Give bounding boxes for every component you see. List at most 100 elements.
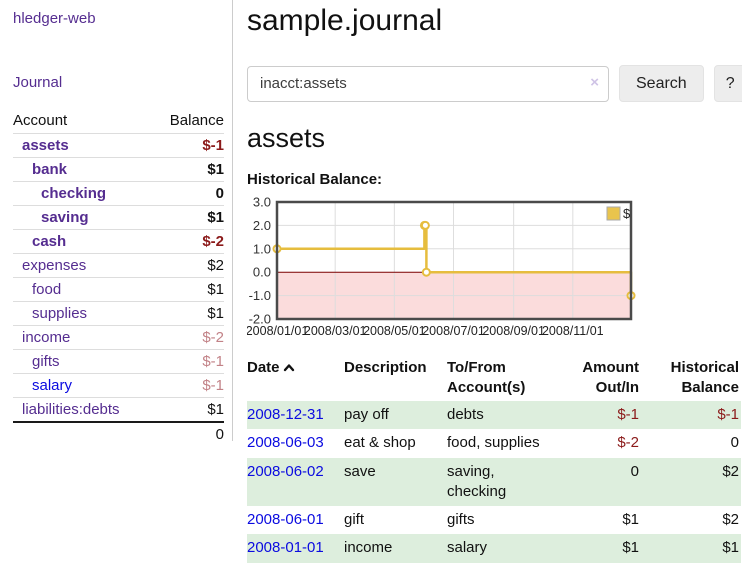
svg-text:2.0: 2.0 [253, 218, 271, 233]
balance-chart-svg: 3.0 2.0 1.0 0.0 -1.0 -2.02008/01/012008/03/01… [246, 195, 636, 338]
svg-text:2008/11/01: 2008/11/01 [542, 324, 604, 338]
txn-date-link[interactable]: 2008-01-01 [247, 539, 324, 557]
txn-amount: $-2 [617, 434, 639, 452]
nav-journal-link[interactable]: Journal [13, 74, 63, 91]
accounts-total-row: 0 [13, 421, 224, 446]
account-row-cash: cash $-2 [13, 229, 224, 254]
col-header-description: Description [344, 359, 427, 376]
account-balance: $2 [152, 253, 224, 278]
txn-description: save [344, 457, 447, 506]
svg-text:-2.0: -2.0 [249, 312, 271, 327]
svg-text:2008/01/01: 2008/01/01 [247, 324, 308, 338]
search-button[interactable]: Search [619, 65, 704, 102]
account-row-saving: saving $1 [13, 205, 224, 230]
register-row: 2008-06-01 gift gifts $1 $2 [247, 506, 741, 534]
account-link-bank[interactable]: bank [32, 161, 68, 178]
txn-accounts: food, supplies [447, 434, 540, 452]
register-table: Date Description To/From Account(s) Amou… [247, 356, 741, 563]
brand-link[interactable]: hledger-web [13, 10, 96, 27]
svg-text:1.0: 1.0 [253, 241, 271, 256]
txn-date-link[interactable]: 2008-06-01 [247, 511, 324, 528]
account-balance: $1 [152, 205, 224, 230]
register-row: 2008-12-31 pay off debts $-1 $-1 [247, 401, 741, 430]
txn-balance: 0 [730, 434, 739, 452]
account-balance: 0 [152, 181, 224, 206]
account-row-checking: checking 0 [13, 181, 224, 206]
txn-amount: $1 [622, 511, 639, 528]
account-link-gifts[interactable]: gifts [32, 353, 60, 370]
account-row-liabilities-debts: liabilities:debts $1 [13, 397, 224, 422]
sidebar: hledger-web Journal Account Balance asse… [0, 0, 233, 446]
txn-date-link[interactable]: 2008-12-31 [247, 406, 324, 423]
col-header-balance: Historical Balance [670, 359, 739, 396]
txn-date-link[interactable]: 2008-06-03 [247, 434, 324, 452]
account-link-assets[interactable]: assets [22, 137, 69, 154]
txn-amount: $-1 [557, 401, 641, 430]
account-link-salary[interactable]: salary [32, 377, 73, 394]
svg-text:2008/03/01: 2008/03/01 [304, 324, 367, 338]
account-row-gifts: gifts $-1 [13, 349, 224, 374]
register-header-row: Date Description To/From Account(s) Amou… [247, 356, 741, 401]
account-link-cash[interactable]: cash [32, 233, 67, 250]
account-row-assets: assets $-1 [13, 133, 224, 158]
txn-balance: $1 [641, 534, 741, 563]
accounts-col-header: Account [13, 112, 68, 129]
account-link-income[interactable]: income [22, 329, 71, 346]
account-row-income: income $-2 [13, 325, 224, 350]
col-header-accounts: To/From Account(s) [447, 359, 526, 396]
account-row-expenses: expenses $2 [13, 253, 224, 278]
txn-accounts: debts [447, 401, 557, 430]
account-balance: $1 [152, 301, 224, 326]
svg-text:3.0: 3.0 [253, 195, 271, 210]
account-balance: $-1 [152, 373, 224, 398]
txn-balance: $-1 [641, 401, 741, 430]
account-row-supplies: supplies $1 [13, 301, 224, 326]
svg-text:2008/09/01: 2008/09/01 [482, 324, 545, 338]
account-row-bank: bank $1 [13, 157, 224, 182]
account-balance: $1 [152, 277, 224, 302]
register-row: 2008-01-01 income salary $1 $1 [247, 534, 741, 563]
account-balance: $-2 [152, 325, 224, 350]
txn-amount: 0 [557, 457, 641, 506]
account-link-supplies[interactable]: supplies [32, 305, 88, 322]
chart-label: Historical Balance: [247, 171, 383, 188]
account-link-saving[interactable]: saving [41, 209, 89, 226]
txn-description: eat & shop [344, 434, 416, 452]
accounts-total-value: 0 [152, 421, 224, 446]
txn-description: pay off [344, 401, 447, 430]
txn-accounts: saving, checking [447, 457, 557, 506]
txn-amount: $1 [557, 534, 641, 563]
txn-description: income [344, 534, 447, 563]
clear-search-icon[interactable]: × [590, 73, 599, 91]
help-button[interactable]: ? [713, 65, 742, 102]
sort-ascending-icon [283, 358, 295, 378]
col-header-date[interactable]: Date [247, 356, 344, 401]
svg-text:2008/05/01: 2008/05/01 [363, 324, 426, 338]
balance-col-header: Balance [169, 112, 224, 129]
register-row: 2008-06-02 save saving, checking 0 $2 [247, 457, 741, 506]
account-balance: $-2 [152, 229, 224, 254]
main-content: sample.journal × Search ? assets Histori… [233, 0, 742, 582]
txn-date-link[interactable]: 2008-06-02 [247, 462, 324, 480]
col-header-amount: Amount Out/In [582, 359, 639, 396]
account-link-food[interactable]: food [32, 281, 62, 298]
account-link-liabilities-debts[interactable]: liabilities:debts [22, 401, 120, 418]
svg-text:$: $ [623, 206, 631, 221]
account-balance: $1 [152, 397, 224, 422]
account-link-expenses[interactable]: expenses [22, 257, 87, 274]
txn-accounts: salary [447, 534, 557, 563]
account-balance: $-1 [152, 349, 224, 374]
search-field-wrap: × [247, 65, 609, 102]
balance-chart: 3.0 2.0 1.0 0.0 -1.0 -2.0 2008/01/01 2008/03/01… [246, 194, 741, 344]
txn-balance: $2 [722, 511, 739, 528]
account-link-checking[interactable]: checking [41, 185, 107, 202]
account-balance: $-1 [152, 133, 224, 158]
accounts-balance-table: Account Balance assets $-1 bank $1 checkin… [13, 109, 224, 446]
account-row-salary: salary $-1 [13, 373, 224, 398]
txn-accounts: gifts [447, 511, 475, 528]
search-input[interactable] [247, 65, 609, 102]
account-heading: assets [247, 123, 326, 153]
page-title: sample.journal [247, 4, 443, 37]
search-bar: × Search ? [247, 65, 742, 102]
svg-text:2008/07/01: 2008/07/01 [422, 324, 485, 338]
